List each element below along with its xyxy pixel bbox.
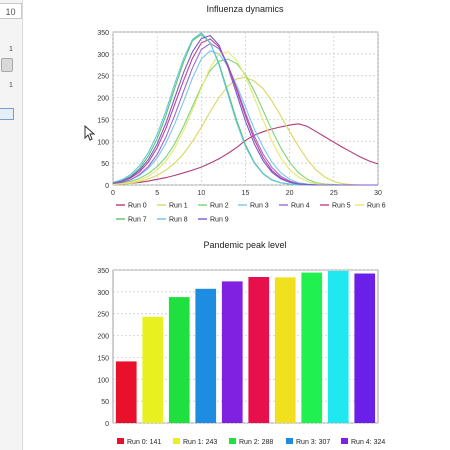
value-field[interactable]: 10 bbox=[0, 3, 22, 19]
bar-legend-label-4: Run 4: 324 bbox=[351, 439, 385, 446]
line-y-tick-label: 250 bbox=[97, 74, 109, 81]
slider-label-top: 1 bbox=[9, 46, 13, 53]
bar-legend-label-1: Run 1: 243 bbox=[183, 439, 217, 446]
legend-label-run-0: Run 0 bbox=[128, 203, 147, 210]
influenza-dynamics-chart: Influenza dynamics 050100150200250300350… bbox=[97, 4, 386, 224]
bar-legend-swatch-2 bbox=[229, 438, 236, 444]
line-y-tick-label: 200 bbox=[97, 96, 109, 103]
line-y-tick-label: 350 bbox=[97, 30, 109, 37]
line-y-tick-label: 100 bbox=[97, 139, 109, 146]
mouse-cursor-icon bbox=[84, 125, 96, 141]
bar-legend-swatch-3 bbox=[286, 438, 293, 444]
bar-legend-swatch-0 bbox=[117, 438, 124, 444]
bar-run-2 bbox=[168, 297, 190, 423]
legend-label-run-9: Run 9 bbox=[210, 217, 229, 224]
bar-run-8 bbox=[327, 270, 349, 423]
line-x-tick-label: 0 bbox=[111, 190, 115, 197]
series-line-run-9 bbox=[112, 34, 378, 186]
line-x-tick-label: 15 bbox=[242, 190, 250, 197]
bar-run-9 bbox=[354, 273, 376, 423]
legend-label-run-6: Run 6 bbox=[367, 203, 386, 210]
bar-y-tick-label: 0 bbox=[105, 421, 109, 428]
bar-legend-label-0: Run 0: 141 bbox=[127, 439, 161, 446]
legend-label-run-5: Run 5 bbox=[332, 203, 351, 210]
slider-label-bottom: 1 bbox=[9, 82, 13, 89]
legend-label-run-1: Run 1 bbox=[169, 203, 188, 210]
legend-label-run-2: Run 2 bbox=[210, 203, 229, 210]
bar-y-tick-label: 250 bbox=[97, 312, 109, 319]
line-x-tick-label: 20 bbox=[286, 190, 294, 197]
line-x-tick-label: 10 bbox=[197, 190, 205, 197]
legend-label-run-7: Run 7 bbox=[128, 217, 147, 224]
bar-run-6 bbox=[274, 277, 296, 423]
line-x-tick-label: 5 bbox=[155, 190, 159, 197]
bar-run-5 bbox=[248, 277, 270, 423]
bar-run-7 bbox=[301, 272, 323, 423]
line-y-tick-label: 150 bbox=[97, 117, 109, 124]
bar-legend-label-3: Run 3: 307 bbox=[296, 439, 330, 446]
bar-y-tick-label: 50 bbox=[101, 399, 109, 406]
bar-run-4 bbox=[221, 281, 243, 423]
side-button[interactable] bbox=[0, 108, 14, 120]
bar-y-tick-label: 300 bbox=[97, 290, 109, 297]
legend-label-run-8: Run 8 bbox=[169, 217, 188, 224]
legend-label-run-4: Run 4 bbox=[291, 203, 310, 210]
bar-y-tick-label: 150 bbox=[97, 355, 109, 362]
legend-label-run-3: Run 3 bbox=[250, 203, 269, 210]
bar-legend-swatch-1 bbox=[173, 438, 180, 444]
line-y-tick-label: 0 bbox=[105, 183, 109, 190]
sidebar-panel: 10 1 1 bbox=[0, 0, 23, 450]
bar-legend-label-2: Run 2: 288 bbox=[239, 439, 273, 446]
slider-thumb[interactable] bbox=[1, 58, 13, 72]
line-x-tick-label: 25 bbox=[330, 190, 338, 197]
bar-y-tick-label: 350 bbox=[97, 268, 109, 275]
bar-run-0 bbox=[115, 361, 137, 423]
series-line-run-0 bbox=[112, 123, 379, 186]
line-chart-title: Influenza dynamics bbox=[206, 4, 284, 14]
bar-chart-title: Pandemic peak level bbox=[203, 240, 286, 250]
bar-run-1 bbox=[142, 316, 164, 423]
line-y-tick-label: 300 bbox=[97, 52, 109, 59]
bar-legend-swatch-4 bbox=[341, 438, 348, 444]
bar-y-tick-label: 200 bbox=[97, 334, 109, 341]
bar-y-tick-label: 100 bbox=[97, 377, 109, 384]
bar-run-3 bbox=[195, 288, 217, 423]
line-y-tick-label: 50 bbox=[101, 161, 109, 168]
line-x-tick-label: 30 bbox=[374, 190, 382, 197]
